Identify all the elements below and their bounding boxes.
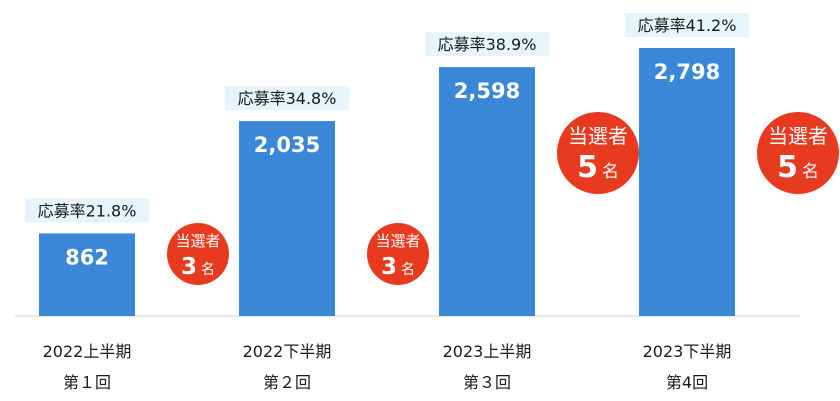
bar-value-label: 2,598 bbox=[454, 79, 520, 103]
bar-value-label: 2,798 bbox=[654, 60, 720, 84]
winners-count-number: 3 bbox=[181, 254, 197, 280]
bar bbox=[39, 233, 135, 316]
rate-label: 応募率41.2% bbox=[625, 13, 749, 37]
category-label-period: 2022上半期 bbox=[43, 342, 132, 361]
rate-label-background bbox=[625, 13, 749, 37]
rate-label-background bbox=[25, 198, 149, 223]
winners-label: 当選者 bbox=[175, 232, 220, 250]
winners-label: 当選者 bbox=[568, 124, 628, 148]
winners-count-number: 3 bbox=[381, 254, 397, 280]
winners-label: 当選者 bbox=[375, 232, 420, 250]
bar-value-label: 2,035 bbox=[254, 133, 320, 157]
category-label-round: 第4回 bbox=[666, 373, 708, 392]
rate-label: 応募率21.8% bbox=[25, 198, 149, 223]
winners-count-unit: 名 bbox=[602, 162, 619, 182]
bar bbox=[639, 48, 735, 316]
winners-count-number: 5 bbox=[577, 150, 598, 185]
rate-label-background bbox=[425, 32, 549, 57]
category-label-period: 2022下半期 bbox=[243, 342, 332, 361]
category-label-period: 2023下半期 bbox=[643, 342, 732, 361]
winners-circle bbox=[167, 223, 229, 285]
bar bbox=[239, 121, 335, 316]
rate-label-text: 応募率21.8% bbox=[38, 201, 137, 220]
rate-label: 応募率38.9% bbox=[425, 32, 549, 57]
category-label-period: 2023上半期 bbox=[443, 342, 532, 361]
winners-label: 当選者 bbox=[768, 124, 828, 148]
winners-count-number: 5 bbox=[777, 150, 798, 185]
category-label-round: 第２回 bbox=[263, 373, 311, 392]
bar bbox=[439, 67, 535, 316]
winners-badge: 当選者 3 名 bbox=[167, 223, 229, 285]
category-label-round: 第３回 bbox=[463, 373, 511, 392]
rate-label-text: 応募率41.2% bbox=[638, 16, 737, 35]
rate-label-text: 応募率38.9% bbox=[438, 35, 537, 54]
winners-circle bbox=[557, 112, 639, 194]
winners-count-unit: 名 bbox=[201, 262, 215, 278]
winners-circle bbox=[757, 112, 839, 194]
bar-value-label: 862 bbox=[65, 245, 109, 269]
winners-count-unit: 名 bbox=[802, 162, 819, 182]
rate-label: 応募率34.8% bbox=[225, 86, 349, 111]
rate-label-text: 応募率34.8% bbox=[238, 89, 337, 108]
category-label-round: 第１回 bbox=[63, 373, 111, 392]
winners-badge: 当選者 3 名 bbox=[367, 223, 429, 285]
winners-count-unit: 名 bbox=[401, 262, 415, 278]
winners-circle bbox=[367, 223, 429, 285]
rate-label-background bbox=[225, 86, 349, 111]
